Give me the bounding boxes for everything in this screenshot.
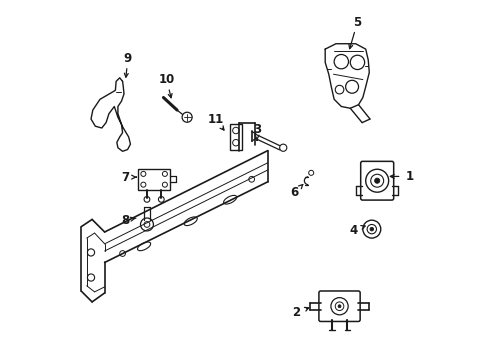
Circle shape: [374, 178, 379, 183]
Text: 5: 5: [353, 16, 361, 29]
Text: 10: 10: [158, 73, 174, 86]
Bar: [230, 124, 241, 150]
Text: 4: 4: [349, 224, 357, 237]
Text: 3: 3: [252, 123, 261, 136]
Text: 7: 7: [121, 171, 129, 184]
Text: 8: 8: [121, 214, 129, 227]
Bar: [138, 168, 170, 190]
Text: 6: 6: [290, 186, 298, 199]
Circle shape: [337, 305, 340, 308]
Text: 1: 1: [405, 170, 413, 183]
Text: 11: 11: [207, 113, 224, 126]
Circle shape: [369, 227, 373, 231]
Text: 2: 2: [292, 306, 300, 319]
Text: 9: 9: [123, 51, 132, 64]
